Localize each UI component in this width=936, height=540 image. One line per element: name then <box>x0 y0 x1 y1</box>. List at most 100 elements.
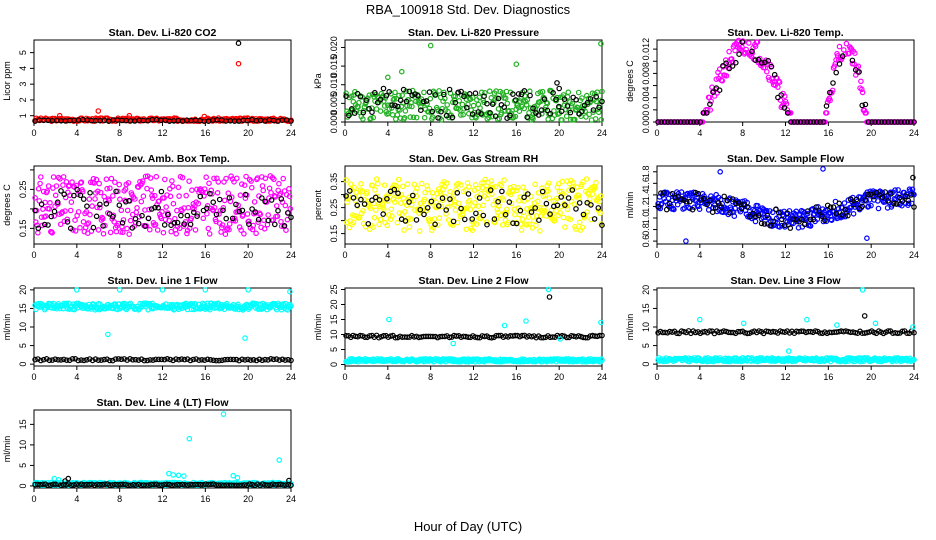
panel-5-primary-point <box>423 207 430 214</box>
panel-5-secondary-point <box>443 207 450 213</box>
panel-5-primary-point <box>436 215 443 221</box>
panel-4-primary-point <box>203 174 210 181</box>
panel-10-x-tick-label: 24 <box>286 494 296 504</box>
panel-4-secondary-point <box>255 216 262 223</box>
panel-5-primary-point <box>503 206 510 213</box>
panel-10-secondary-point <box>50 481 57 488</box>
panel-2-secondary-point <box>584 99 591 106</box>
panel-8-secondary-point <box>474 334 481 341</box>
panel-6-secondary-point <box>879 194 886 200</box>
panel-6-secondary-point <box>836 200 843 207</box>
panel-7-secondary-point <box>69 355 76 362</box>
panel-5-primary-point <box>584 209 590 215</box>
panel-7-secondary-point <box>155 356 162 363</box>
panel-5-primary-point <box>390 196 397 202</box>
panel-10-secondary-point <box>272 481 279 488</box>
panel-9-secondary-point <box>894 330 901 337</box>
panel-5-primary-point <box>465 199 472 205</box>
panel-2-primary-point <box>486 88 493 95</box>
panel-5-primary-point <box>389 213 395 220</box>
panel-4-primary-point <box>83 209 90 215</box>
panel-4-secondary-point <box>48 213 55 220</box>
panel-5-primary-point <box>381 182 388 189</box>
panel-5-primary-point <box>534 198 541 205</box>
panel-3-primary-point <box>732 47 738 54</box>
panel-6-secondary-point <box>695 190 702 197</box>
panel-5-secondary-point <box>458 205 464 212</box>
panel-4-primary-point <box>260 187 267 194</box>
panel-3-secondary-point <box>781 105 788 111</box>
panel-4-primary-point <box>173 231 180 237</box>
panel-4-secondary-point <box>252 209 259 215</box>
panel-3-secondary-point <box>885 119 891 125</box>
panel-5-primary-point <box>401 208 408 215</box>
panel-2: Stan. Dev. Li-820 Pressure kPa 0 4 8 12 16 20 24… <box>313 27 607 138</box>
panel-7-secondary-point <box>201 357 208 364</box>
panel-3-secondary-point <box>668 119 674 125</box>
panel-5-secondary-point <box>595 205 602 211</box>
panel-2-secondary-point <box>417 107 424 114</box>
panel-5-primary-point <box>451 201 457 208</box>
panel-4-secondary-point <box>139 212 145 219</box>
panel-6-primary-point <box>793 208 800 215</box>
panel-2-secondary-point <box>449 114 456 121</box>
panel-4-primary-point <box>162 216 169 223</box>
panel-5-primary-point <box>588 216 595 223</box>
panel-3-secondary-point <box>716 87 723 94</box>
panel-2-primary-point <box>421 89 427 96</box>
panel-10-secondary-point <box>45 482 51 489</box>
panel-4-primary-point <box>89 203 95 209</box>
panel-2-secondary-point <box>432 92 439 98</box>
panel-10-secondary-point <box>195 481 201 488</box>
panel-2-y-axis-label: kPa <box>313 73 323 89</box>
panel-6-marked-point <box>683 238 689 244</box>
panel-10-marked-point <box>230 472 237 479</box>
panel-4-secondary-point <box>32 207 38 214</box>
panel-5-secondary-point <box>447 196 453 202</box>
panel-3-secondary-point <box>836 61 843 67</box>
panel-5-primary-point <box>376 221 383 228</box>
panel-7-secondary-point <box>253 357 260 364</box>
panel-10-secondary-point <box>148 481 155 488</box>
panel-2-secondary-point <box>599 98 605 105</box>
panel-5-secondary-point <box>599 222 605 229</box>
panel-5-secondary-point <box>521 194 527 201</box>
panel-6-primary-point <box>804 210 811 217</box>
panel-10-secondary-point <box>277 481 284 488</box>
panel-4-primary-point <box>133 209 140 216</box>
panel-4-primary-point <box>195 200 202 207</box>
panel-2-secondary-point <box>469 111 476 118</box>
panel-4-primary-point <box>273 203 280 209</box>
panel-8-title: Stan. Dev. Line 2 Flow <box>418 275 529 287</box>
panel-5-primary-point <box>384 222 391 229</box>
panel-10-secondary-point <box>236 482 243 489</box>
panel-4-secondary-point <box>126 198 132 204</box>
panel-4-x-tick-label: 0 <box>31 250 36 260</box>
panel-4-primary-point <box>191 206 197 212</box>
panel-3-secondary-point <box>865 119 872 125</box>
panel-5-secondary-point <box>528 209 535 215</box>
panel-3-secondary-point <box>771 71 778 78</box>
panel-5-secondary-point <box>499 188 505 195</box>
panel-10-secondary-point <box>267 482 274 488</box>
panel-4-secondary-point <box>90 224 97 231</box>
panel-4-primary-point <box>278 223 285 230</box>
panel-3-secondary-point <box>710 89 716 96</box>
panel-5-primary-point <box>499 222 506 228</box>
panel-4-primary-point <box>118 207 125 214</box>
panel-6-secondary-point <box>902 193 909 199</box>
panel-10-secondary-point <box>177 481 183 488</box>
panel-5-primary-point <box>523 222 530 228</box>
panel-2-secondary-point <box>567 109 574 116</box>
panel-3-primary-point <box>704 106 711 113</box>
panel-3-primary-point <box>739 44 745 50</box>
panel-5-secondary-point <box>565 195 572 201</box>
panel-5-y-tick-label: 0.15 <box>329 225 339 243</box>
panel-7-frame <box>33 287 292 367</box>
panel-5-y-tick-label: 0.25 <box>329 199 339 217</box>
panel-2-secondary-point <box>530 105 536 112</box>
panel-6-secondary-point <box>833 210 840 217</box>
panel-10-title: Stan. Dev. Line 4 (LT) Flow <box>96 397 229 409</box>
panel-6-secondary-point <box>727 210 733 216</box>
panel-6-secondary-point <box>839 212 845 218</box>
